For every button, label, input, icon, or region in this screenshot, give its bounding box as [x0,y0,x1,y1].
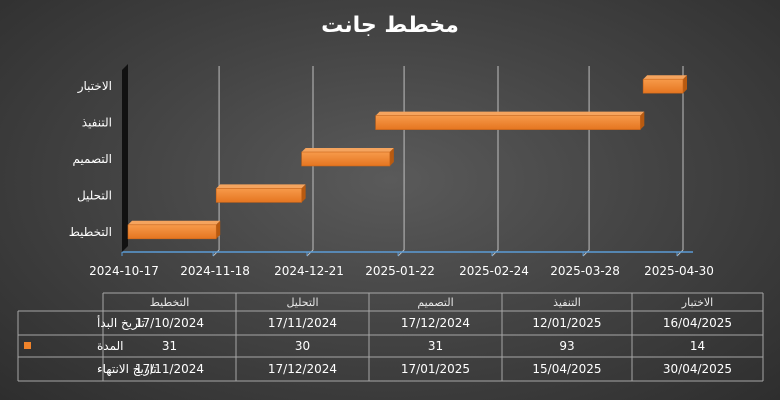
bar-layer [127,75,687,240]
table-row-label: المدة [97,339,124,353]
gantt-bar-front [127,224,217,240]
table-cell: 17/10/2024 [135,316,204,330]
table-cell: 12/01/2025 [532,316,601,330]
gantt-bar-side [301,184,306,203]
y-tick-label: الاختبار [77,79,112,94]
gantt-bar-side [640,111,645,130]
chart-title: مخطط جانت [321,13,459,38]
table-cell: 14 [690,339,705,353]
legend-key [24,342,31,349]
table-header-cell: التخطيط [150,296,190,309]
x-gridline-floor [212,249,220,257]
table-cell: 17/11/2024 [135,362,204,376]
table-cell: 93 [559,339,574,353]
gantt-bar-side [216,220,221,239]
x-tick-label: 2025-03-28 [550,264,620,278]
gantt-bar-top [643,75,687,80]
y-tick-label: التنفيذ [82,116,112,130]
x-tick-labels: 2024-10-17 2024-11-18 2024-12-21 2025-01-22… [89,264,714,278]
axis-wall [122,64,128,252]
table-cell: 30 [295,339,310,353]
table-cell: 17/12/2024 [401,316,470,330]
data-table: التخطيط التحليل التصميم التنفيذ الاختبار تاري… [17,292,764,382]
gantt-bar-top [216,184,306,189]
table-cell: 16/04/2025 [663,316,732,330]
table-header-cell: التحليل [286,296,318,309]
table-header-cell: التنفيذ [553,296,581,309]
gantt-bar-front [301,151,391,167]
table-cell: 30/04/2025 [663,362,732,376]
table-cell: 17/12/2024 [268,362,337,376]
gantt-bar-side [389,148,394,166]
gantt-bar [375,111,645,130]
gantt-bar-top [301,148,394,152]
table-cell: 17/01/2025 [401,362,470,376]
table-cell: 17/11/2024 [268,316,337,330]
x-gridline-floor [582,249,590,257]
x-tick-label: 2025-01-22 [365,264,435,278]
gantt-bar [642,75,687,94]
gantt-bar-top [375,111,645,116]
x-tick-label: 2024-10-17 [89,264,159,278]
table-header-cell: الاختبار [681,296,713,309]
x-tick-label: 2024-12-21 [274,264,344,278]
gantt-bar-front [215,188,302,203]
x-gridline-floor [676,249,684,257]
table-cell: 15/04/2025 [532,362,601,376]
table-cell: 31 [428,339,443,353]
gantt-bar [127,220,221,240]
table-cell: 31 [162,339,177,353]
table-header-cell: التصميم [417,296,453,309]
x-gridline-floor [306,249,314,257]
table-row-label: تاريخ الانتهاء [97,362,157,377]
y-tick-labels: التخطيط التحليل التصميم التنفيذ الاختبار [69,79,112,239]
gantt-bar [215,184,306,203]
x-tick-label: 2025-04-30 [644,264,714,278]
gantt-bar [301,148,394,167]
y-tick-label: التصميم [72,152,112,166]
x-gridline-floor [491,249,499,257]
table-row-label: تاريخ البدأ [97,315,145,331]
gantt-bar-top [128,220,221,225]
x-tick-label: 2024-11-18 [180,264,250,278]
x-gridline-floor [397,249,405,257]
gantt-bar-side [683,75,687,94]
gantt-bar-front [375,115,641,130]
axis-wall-face [122,64,128,252]
gantt-bar-front [642,78,684,94]
x-tick-label: 2025-02-24 [459,264,529,278]
y-tick-label: التحليل [77,188,112,202]
y-tick-label: التخطيط [69,225,112,239]
grid-layer [121,66,693,257]
